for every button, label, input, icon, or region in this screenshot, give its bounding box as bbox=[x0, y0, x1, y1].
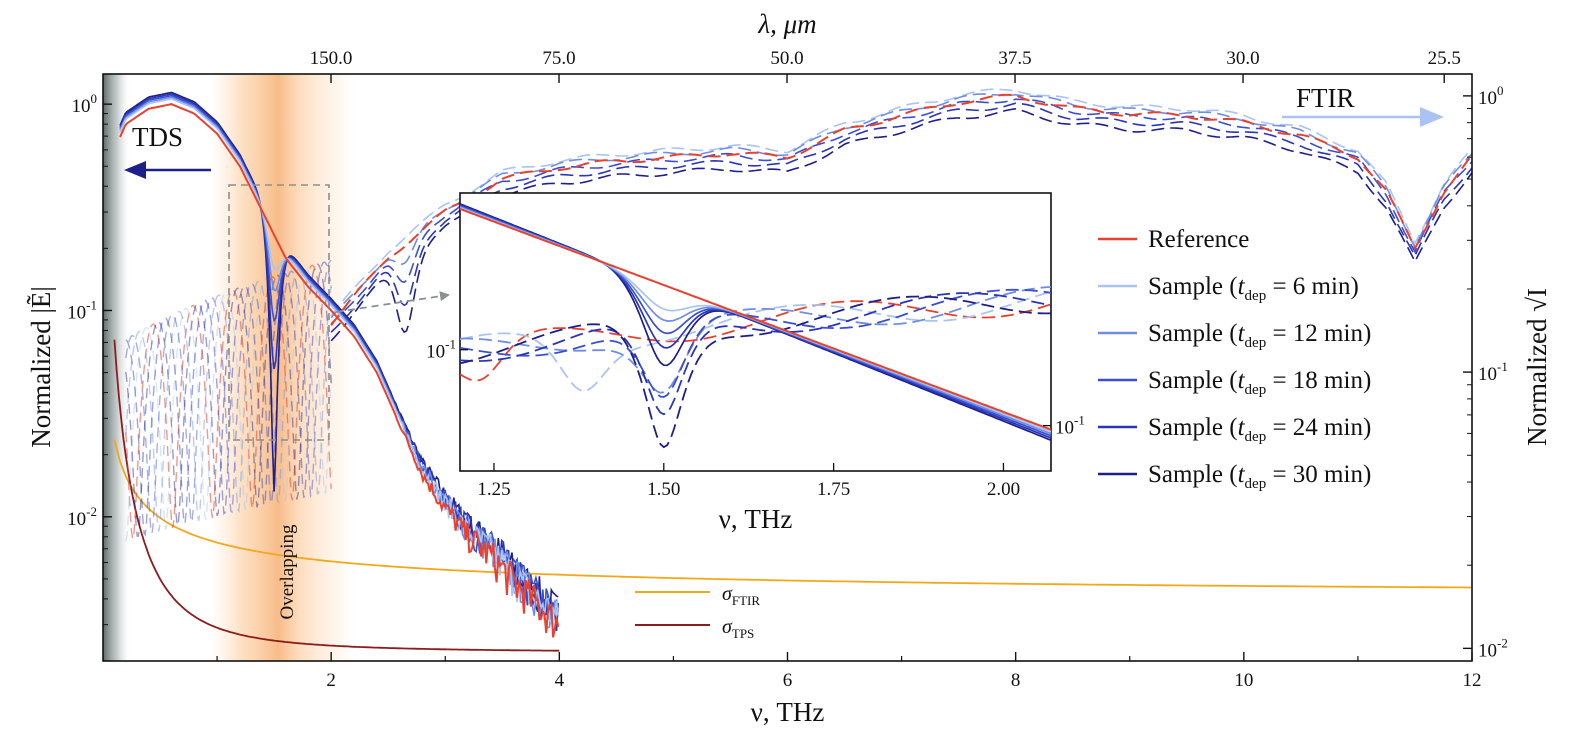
right-tick-label: 10-1 bbox=[1478, 359, 1508, 385]
inset-x-tick-label: 1.75 bbox=[817, 479, 850, 500]
right-tick-label: 10-2 bbox=[1478, 635, 1508, 661]
sigma-tps-curve bbox=[113, 339, 560, 652]
inset-x-tick-label: 1.25 bbox=[477, 479, 510, 500]
right-tick-label: 100 bbox=[1478, 83, 1504, 109]
top-axis-label: λ, μm bbox=[757, 9, 816, 39]
ftir-sample-line bbox=[330, 102, 1472, 333]
inset-dashed-line bbox=[460, 286, 1051, 394]
tds-sample-line bbox=[119, 93, 559, 631]
inset-x-tick-label: 2.00 bbox=[987, 479, 1020, 500]
ftir-sample-line bbox=[330, 107, 1472, 342]
tds-sample-line bbox=[119, 98, 559, 626]
top-tick-label: 50.0 bbox=[770, 48, 803, 69]
x-tick-label: 6 bbox=[783, 670, 793, 691]
left-axis-label: Normalized |Ẽ| bbox=[26, 286, 56, 448]
tds-label: TDS bbox=[132, 122, 183, 152]
top-tick-label: 37.5 bbox=[998, 48, 1031, 69]
ftir-label: FTIR bbox=[1296, 83, 1355, 113]
x-tick-label: 4 bbox=[555, 670, 565, 691]
inset-dashed-line bbox=[460, 291, 1051, 392]
zoom-region-box bbox=[228, 184, 330, 441]
left-tick-label: 10-1 bbox=[67, 297, 97, 323]
ftir-arrowhead bbox=[1420, 107, 1444, 127]
tds-dashed-line bbox=[125, 263, 332, 537]
x-tick-label: 2 bbox=[326, 670, 336, 691]
top-tick-label: 30.0 bbox=[1226, 48, 1259, 69]
sigma-tps-legend-label: σTPS bbox=[722, 616, 754, 641]
legend-label: Sample (tdep = 12 min) bbox=[1148, 320, 1371, 351]
tds-arrowhead bbox=[124, 161, 146, 179]
left-tick-label: 100 bbox=[72, 91, 98, 117]
tds-sample-line bbox=[119, 96, 559, 629]
top-tick-label: 150.0 bbox=[310, 48, 353, 69]
inset-x-axis-label: ν, THz bbox=[719, 504, 793, 534]
legend-label: Sample (tdep = 30 min) bbox=[1148, 461, 1371, 492]
inset-dashed-line bbox=[460, 292, 1051, 416]
x-tick-label: 8 bbox=[1011, 670, 1021, 691]
tds-dashed-line bbox=[125, 266, 332, 542]
legend-label: Reference bbox=[1148, 226, 1249, 253]
sigma-ftir-curve bbox=[113, 439, 1472, 589]
sigma-ftir-legend-label: σFTIR bbox=[722, 583, 760, 608]
x-tick-label: 12 bbox=[1463, 670, 1482, 691]
inset-x-tick-label: 1.50 bbox=[647, 479, 680, 500]
left-tick-label: 10-2 bbox=[67, 504, 97, 530]
legend-label: Sample (tdep = 18 min) bbox=[1148, 367, 1371, 398]
tds-dashed-line bbox=[125, 261, 332, 537]
ftir-reference-line bbox=[330, 93, 1472, 326]
inset-left-tick-label: 10-1 bbox=[426, 337, 456, 363]
right-axis-label: Normalized √I bbox=[1522, 288, 1552, 446]
legend-label: Sample (tdep = 24 min) bbox=[1148, 414, 1371, 445]
inset-right-tick-label: 10-1 bbox=[1055, 413, 1085, 439]
tds-dashed-line bbox=[125, 259, 332, 534]
inset-frame bbox=[459, 192, 1052, 472]
legend-label: Sample (tdep = 6 min) bbox=[1148, 273, 1359, 304]
ftir-sample-line bbox=[330, 88, 1472, 317]
inset-solid-line bbox=[460, 207, 1051, 431]
x-tick-label: 10 bbox=[1234, 670, 1253, 691]
ftir-sample-line bbox=[330, 98, 1472, 325]
tds-dashed-line bbox=[125, 268, 332, 532]
tds-reference-line bbox=[119, 103, 560, 638]
inset-dashed-line bbox=[460, 300, 1051, 382]
top-tick-label: 75.0 bbox=[542, 48, 575, 69]
overlap-label: Overlapping bbox=[277, 524, 298, 619]
inset-dashed-line bbox=[460, 295, 1051, 449]
zoom-arrow bbox=[335, 291, 450, 313]
inset-plot bbox=[460, 203, 1051, 449]
x-axis-label: ν, THz bbox=[751, 697, 825, 727]
tds-dashed-line bbox=[125, 264, 332, 540]
top-tick-label: 25.5 bbox=[1428, 48, 1461, 69]
